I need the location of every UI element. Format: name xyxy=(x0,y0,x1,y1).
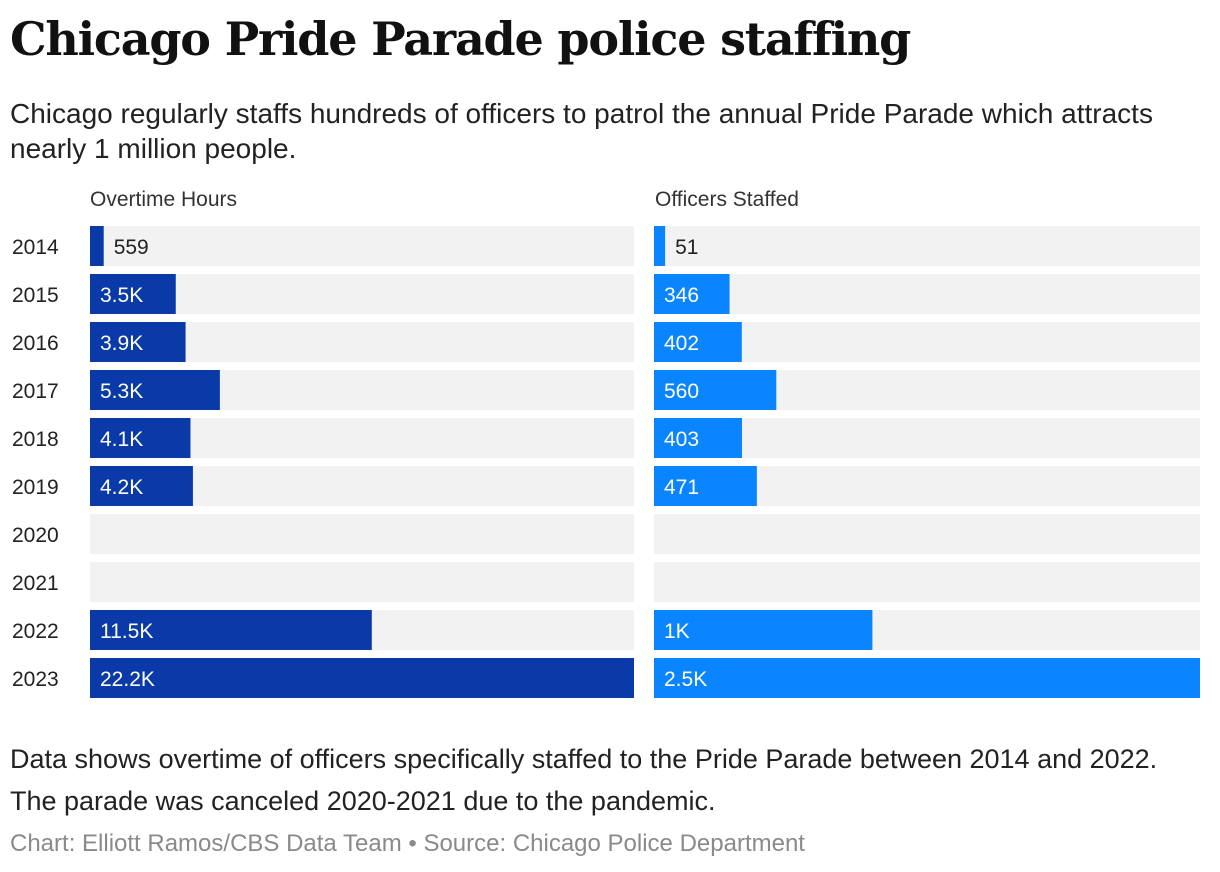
officers-staffed-bar-2014 xyxy=(654,226,666,266)
officers-staffed-bar-2018 xyxy=(654,418,743,458)
officers-staffed-bar-2016 xyxy=(654,322,742,362)
year-label-2016: 2016 xyxy=(12,332,59,355)
officers-staffed-value-label-2017: 560 xyxy=(664,380,699,403)
officers-staffed-track-2018 xyxy=(654,418,1200,458)
officers-staffed-value-label-2023: 2.5K xyxy=(664,668,707,691)
overtime-hours-header: Overtime Hours xyxy=(90,188,238,211)
officers-staffed-value-label-2014: 51 xyxy=(675,236,698,259)
overtime-hours-value-label-2022: 11.5K xyxy=(100,620,153,643)
overtime-hours-bar-2022 xyxy=(90,610,372,650)
overtime-hours-value-label-2017: 5.3K xyxy=(100,380,143,403)
officers-staffed-bar-2015 xyxy=(654,274,730,314)
chart-title: Chicago Pride Parade police staffing xyxy=(10,12,911,66)
overtime-hours-panel: 559 3.5K 3.9K 5.3K 4.1K 4.2K 11.5K 22.2K xyxy=(90,226,634,698)
year-label-2019: 2019 xyxy=(12,476,59,499)
officers-staffed-track-2014 xyxy=(654,226,1200,266)
officers-staffed-track-2016 xyxy=(654,322,1200,362)
year-label-2017: 2017 xyxy=(12,380,59,403)
year-label-2014: 2014 xyxy=(12,236,59,259)
chart-subtitle: Chicago regularly staffs hundreds of off… xyxy=(10,98,1153,164)
overtime-hours-bar-2014 xyxy=(90,226,104,266)
chart-credit: Chart: Elliott Ramos/CBS Data Team • Sou… xyxy=(10,830,805,857)
overtime-hours-bar-2018 xyxy=(90,418,191,458)
overtime-hours-bar-2015 xyxy=(90,274,176,314)
officers-staffed-panel: 51 346 402 560 403 471 1K 2.5K xyxy=(654,226,1200,698)
overtime-hours-value-label-2023: 22.2K xyxy=(100,668,155,691)
overtime-hours-track-2015 xyxy=(90,274,634,314)
overtime-hours-value-label-2014: 559 xyxy=(114,236,149,259)
overtime-hours-track-2020 xyxy=(90,514,634,554)
overtime-hours-bar-2016 xyxy=(90,322,186,362)
overtime-hours-bar-2023 xyxy=(90,658,634,698)
year-label-2021: 2021 xyxy=(12,572,59,595)
officers-staffed-bar-2017 xyxy=(654,370,777,410)
year-labels: 2014 2015 2016 2017 2018 2019 2020 2021 2022 2023 xyxy=(12,236,59,691)
year-label-2023: 2023 xyxy=(12,668,59,691)
year-label-2018: 2018 xyxy=(12,428,59,451)
officers-staffed-track-2015 xyxy=(654,274,1200,314)
officers-staffed-value-label-2015: 346 xyxy=(664,284,699,307)
officers-staffed-value-label-2018: 403 xyxy=(664,428,699,451)
overtime-hours-value-label-2015: 3.5K xyxy=(100,284,143,307)
overtime-hours-bar-2019 xyxy=(90,466,193,506)
officers-staffed-track-2021 xyxy=(654,562,1200,602)
officers-staffed-bar-2023 xyxy=(654,658,1200,698)
officers-staffed-value-label-2016: 402 xyxy=(664,332,699,355)
overtime-hours-track-2014 xyxy=(90,226,634,266)
officers-staffed-track-2020 xyxy=(654,514,1200,554)
overtime-hours-bar-2017 xyxy=(90,370,220,410)
year-label-2015: 2015 xyxy=(12,284,59,307)
officers-staffed-value-label-2019: 471 xyxy=(664,476,699,499)
overtime-hours-value-label-2016: 3.9K xyxy=(100,332,143,355)
year-label-2022: 2022 xyxy=(12,620,59,643)
officers-staffed-value-label-2022: 1K xyxy=(664,620,690,643)
officers-staffed-header: Officers Staffed xyxy=(655,188,799,211)
overtime-hours-value-label-2019: 4.2K xyxy=(100,476,143,499)
officers-staffed-bar-2022 xyxy=(654,610,873,650)
officers-staffed-bar-2019 xyxy=(654,466,757,506)
chart-note: Data shows overtime of officers specific… xyxy=(10,744,1158,816)
overtime-hours-value-label-2018: 4.1K xyxy=(100,428,143,451)
year-label-2020: 2020 xyxy=(12,524,59,547)
bar-chart: 2014 2015 2016 2017 2018 2019 2020 2021 2022 2023… xyxy=(12,226,1200,698)
overtime-hours-track-2021 xyxy=(90,562,634,602)
